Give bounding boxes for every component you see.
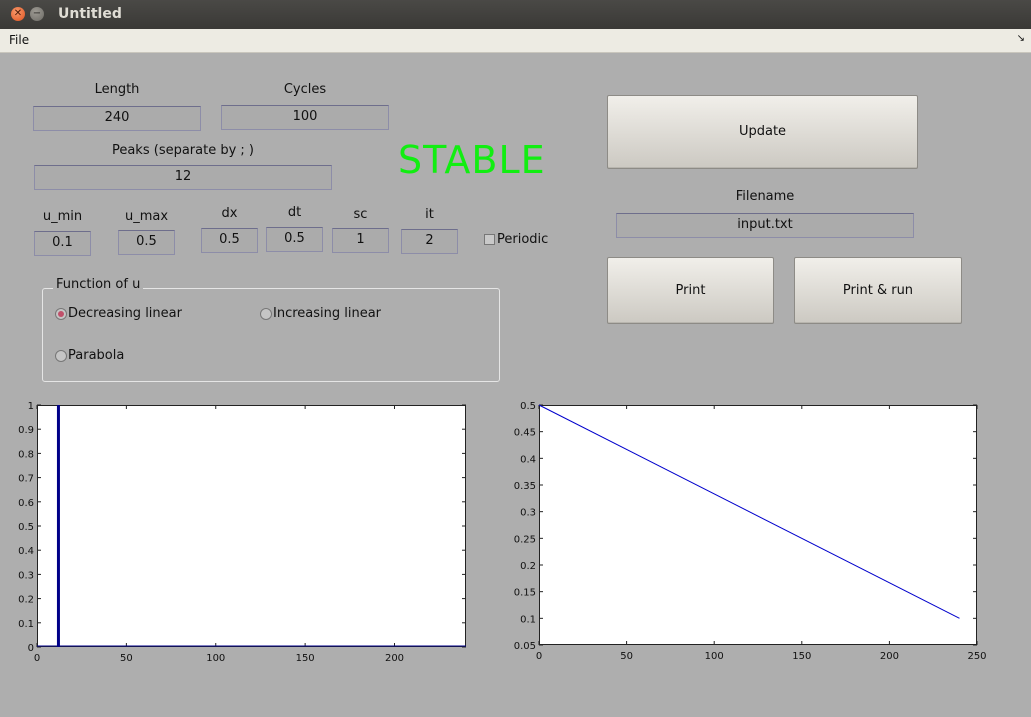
- print-and-run-button[interactable]: Print & run: [794, 257, 962, 324]
- menu-bar: File ↘: [0, 29, 1031, 53]
- menu-file[interactable]: File: [9, 33, 30, 47]
- y-tick-label: 0.4: [520, 454, 536, 465]
- it-field[interactable]: 2: [401, 229, 458, 254]
- y-tick-label: 0.5: [520, 401, 536, 412]
- parabola-radio[interactable]: [55, 350, 67, 362]
- length-field[interactable]: 240: [33, 106, 201, 131]
- u-min-field[interactable]: 0.1: [34, 231, 91, 256]
- y-tick-label: 0.4: [18, 546, 34, 557]
- u-max-label: u_max: [124, 209, 169, 224]
- y-tick-label: 0.5: [18, 522, 34, 533]
- dx-label: dx: [221, 206, 238, 221]
- print-button[interactable]: Print: [607, 257, 774, 324]
- dt-label: dt: [287, 205, 302, 220]
- title-bar: ✕ − Untitled: [0, 0, 1031, 29]
- y-tick-label: 0.2: [18, 595, 34, 606]
- resize-arrow-icon[interactable]: ↘: [1016, 33, 1025, 44]
- y-tick-label: 0.1: [520, 614, 536, 625]
- periodic-checkbox[interactable]: [484, 234, 495, 245]
- x-tick-label: 100: [206, 653, 225, 664]
- peaks-field[interactable]: 12: [34, 165, 332, 190]
- filename-label: Filename: [735, 189, 795, 204]
- stability-status: STABLE: [398, 138, 546, 182]
- y-tick-label: 0.35: [514, 481, 536, 492]
- increasing-linear-label[interactable]: Increasing linear: [273, 306, 382, 321]
- x-tick-label: 150: [792, 651, 811, 662]
- peaks-label: Peaks (separate by ; ): [111, 143, 255, 158]
- function-of-u-group: [42, 288, 500, 382]
- window-title: Untitled: [58, 6, 122, 22]
- filename-field[interactable]: input.txt: [616, 213, 914, 238]
- y-tick-label: 0.9: [18, 425, 34, 436]
- x-tick-label: 50: [620, 651, 633, 662]
- x-tick-label: 0: [536, 651, 542, 662]
- y-tick-label: 0.25: [514, 534, 536, 545]
- x-tick-label: 250: [967, 651, 986, 662]
- y-tick-label: 0.05: [514, 641, 536, 652]
- y-tick-label: 0.15: [514, 588, 536, 599]
- parabola-label[interactable]: Parabola: [68, 348, 125, 363]
- update-button[interactable]: Update: [607, 95, 918, 169]
- x-tick-label: 50: [120, 653, 133, 664]
- y-tick-label: 0.2: [520, 561, 536, 572]
- periodic-label[interactable]: Periodic: [497, 232, 549, 247]
- cycles-label: Cycles: [283, 82, 327, 97]
- x-tick-label: 150: [296, 653, 315, 664]
- y-tick-label: 0.45: [514, 428, 536, 439]
- increasing-linear-radio[interactable]: [260, 308, 272, 320]
- x-tick-label: 0: [34, 653, 40, 664]
- y-tick-label: 0.1: [18, 619, 34, 630]
- right-plot-axes: [539, 405, 977, 645]
- x-tick-label: 200: [880, 651, 899, 662]
- series-line: [538, 404, 960, 619]
- decreasing-linear-label[interactable]: Decreasing linear: [68, 306, 182, 321]
- y-tick-label: 0.3: [18, 570, 34, 581]
- x-tick-label: 100: [705, 651, 724, 662]
- x-tick-label: 200: [385, 653, 404, 664]
- cycles-field[interactable]: 100: [221, 105, 389, 130]
- decreasing-linear-radio[interactable]: [55, 308, 67, 320]
- y-tick-label: 0.6: [18, 498, 34, 509]
- u-max-field[interactable]: 0.5: [118, 230, 175, 255]
- u-min-label: u_min: [42, 209, 83, 224]
- it-label: it: [425, 207, 434, 222]
- y-tick-label: 0.8: [18, 449, 34, 460]
- function-of-u-title: Function of u: [53, 277, 144, 292]
- dx-field[interactable]: 0.5: [201, 228, 258, 253]
- y-tick-label: 0.7: [18, 474, 34, 485]
- sc-field[interactable]: 1: [332, 228, 389, 253]
- y-tick-label: 0: [28, 643, 34, 654]
- close-window-icon[interactable]: ✕: [11, 7, 25, 21]
- length-label: Length: [94, 82, 140, 97]
- sc-label: sc: [353, 207, 368, 222]
- minimize-window-icon[interactable]: −: [30, 7, 44, 21]
- y-tick-label: 0.3: [520, 508, 536, 519]
- dt-field[interactable]: 0.5: [266, 227, 323, 252]
- y-tick-label: 1: [28, 401, 34, 412]
